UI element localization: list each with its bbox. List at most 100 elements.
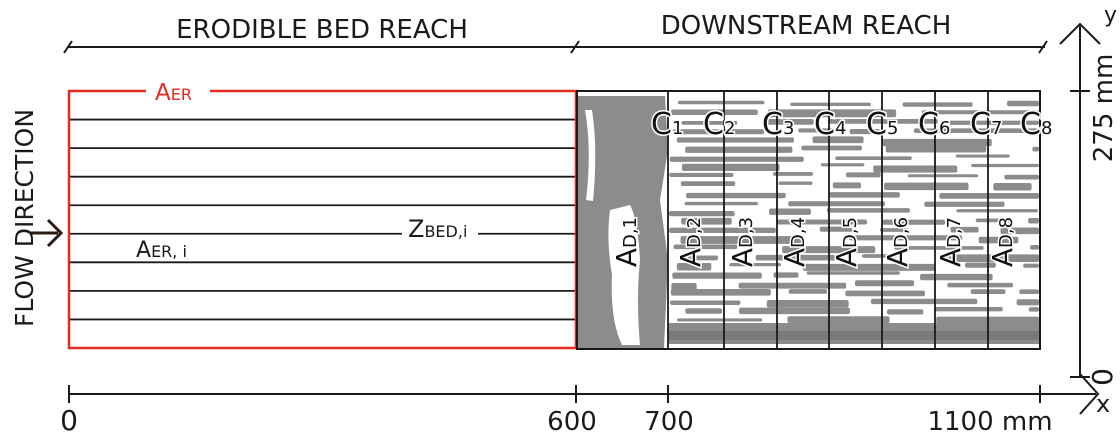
deposit-stripe [802,263,936,271]
aer-label-bg [146,82,210,102]
deposit-stripe [679,255,718,261]
deposit-stripe [669,156,804,162]
deposit-stripe [829,192,900,198]
deposit-stripe [684,201,759,206]
deposit-stripe [920,273,993,281]
cross-section-label: C2 [703,107,735,142]
reach-dimension-line [63,40,1048,54]
erodible-bed-outline [67,89,578,350]
deposit-stripe [854,280,915,287]
deposit-stripe [1004,174,1039,180]
deposit-stripe [677,100,765,105]
deposit-stripe [939,192,1039,199]
deposit-stripe [907,174,979,178]
deposit-stripe [1030,245,1039,250]
y-tick-0: 0 [1086,368,1119,386]
deposit-stripe [773,172,814,176]
deposit-stripe [902,102,973,107]
deposit-stripe [934,307,1003,312]
deposit-stripe [672,272,762,279]
deposit-stripe [680,236,804,244]
flow-arrow-icon [30,218,64,248]
aer-label: AER [155,80,192,106]
deposit-stripe [1032,146,1039,152]
deposit-stripe [673,244,738,250]
deposit-stripe [921,110,1039,115]
deposit-stripe [787,316,890,324]
deposit-stripe [671,282,697,291]
deposit-stripe [676,137,795,143]
deposit-stripe [950,226,979,233]
downstream-reach-label: DOWNSTREAM REACH [661,11,952,41]
cross-section-label: C7 [970,107,1002,142]
deposit-stripe [924,201,1005,207]
downstream-area-label: AD,6 [881,217,914,267]
y-axis-letter: y [1104,3,1117,28]
deposit-stripe [845,290,925,297]
deposit-stripe [681,163,780,172]
deposit-stripe [826,208,910,213]
erodible-bed-strips [69,118,576,321]
erodible-reach-label: ERODIBLE BED REACH [176,15,468,45]
cross-section-label: C8 [1020,107,1052,142]
deposit-stripe [993,182,1032,191]
deposit-stripe [885,145,987,153]
deposit-stripe [776,219,867,225]
deposit-stripe [849,129,880,135]
deposit-stripe [882,219,945,225]
deposit-stripe [680,181,736,187]
deposit-stripe [941,254,1039,262]
cross-section-label: C1 [651,107,683,142]
deposit-stripe [739,307,850,315]
y-tick-275: 275 mm [1089,54,1119,163]
deposit-stripe [1028,217,1039,224]
zbed-label-bg [402,215,478,241]
y-axis [1059,22,1101,378]
cross-section-label: C5 [866,107,898,142]
deposit-stripe [820,163,865,167]
deposit-stripe [669,172,734,178]
downstream-area-label: AD,1 [610,217,643,267]
downstream-area-label: AD,8 [986,217,1019,267]
deposit-stripe [1023,263,1039,268]
deposit-stripe [975,218,1011,223]
downstream-area-label: AD,3 [726,217,759,267]
deposit-stripe [676,263,712,271]
deposit-stripe [738,282,847,289]
deposit-stripe [947,282,1014,288]
deposit-stripe [681,217,732,225]
deposit-stripe [670,289,771,296]
deposit-stripe [685,146,793,153]
deposit-stripe [971,163,1039,168]
deposit-stripe [670,300,741,306]
downstream-area-label: AD,5 [830,217,863,267]
aer-i-label: AER, i [136,238,187,263]
deposit-stripe [848,235,963,241]
deposit-stripe [801,145,862,151]
deposit-stripe [894,246,984,250]
cell-boundaries [667,91,1041,349]
deposit-stripe [788,289,828,294]
deposit-stripe [788,201,885,207]
deposit-stripe [862,254,897,258]
deposit-stripe [887,309,924,315]
downstream-area-labels: AD,1 AD,2 AD,3 AD,4 AD,5 AD,6 AD,7 AD,8 [609,215,1021,268]
deposit-stripe [778,181,813,185]
cross-section-label: C3 [762,107,794,142]
deposit-stripe [672,129,765,135]
deposit-stripe [806,271,900,275]
x-tick-700: 700 [644,407,694,434]
deposit-stripe [1028,307,1039,312]
deposit-stripe [846,172,881,178]
deposit-stripe [766,300,849,308]
x-arrow-icon [1079,373,1100,415]
deposit-stripe [832,182,862,189]
y-arrow-icon [1059,22,1101,45]
deposit-stripe [686,192,786,199]
deposit-stripe [729,263,782,267]
deposit-stripe [955,154,1010,158]
deposit-stripe [835,156,912,161]
deposit-stripe [669,210,735,217]
deposit-stripe [879,228,909,232]
